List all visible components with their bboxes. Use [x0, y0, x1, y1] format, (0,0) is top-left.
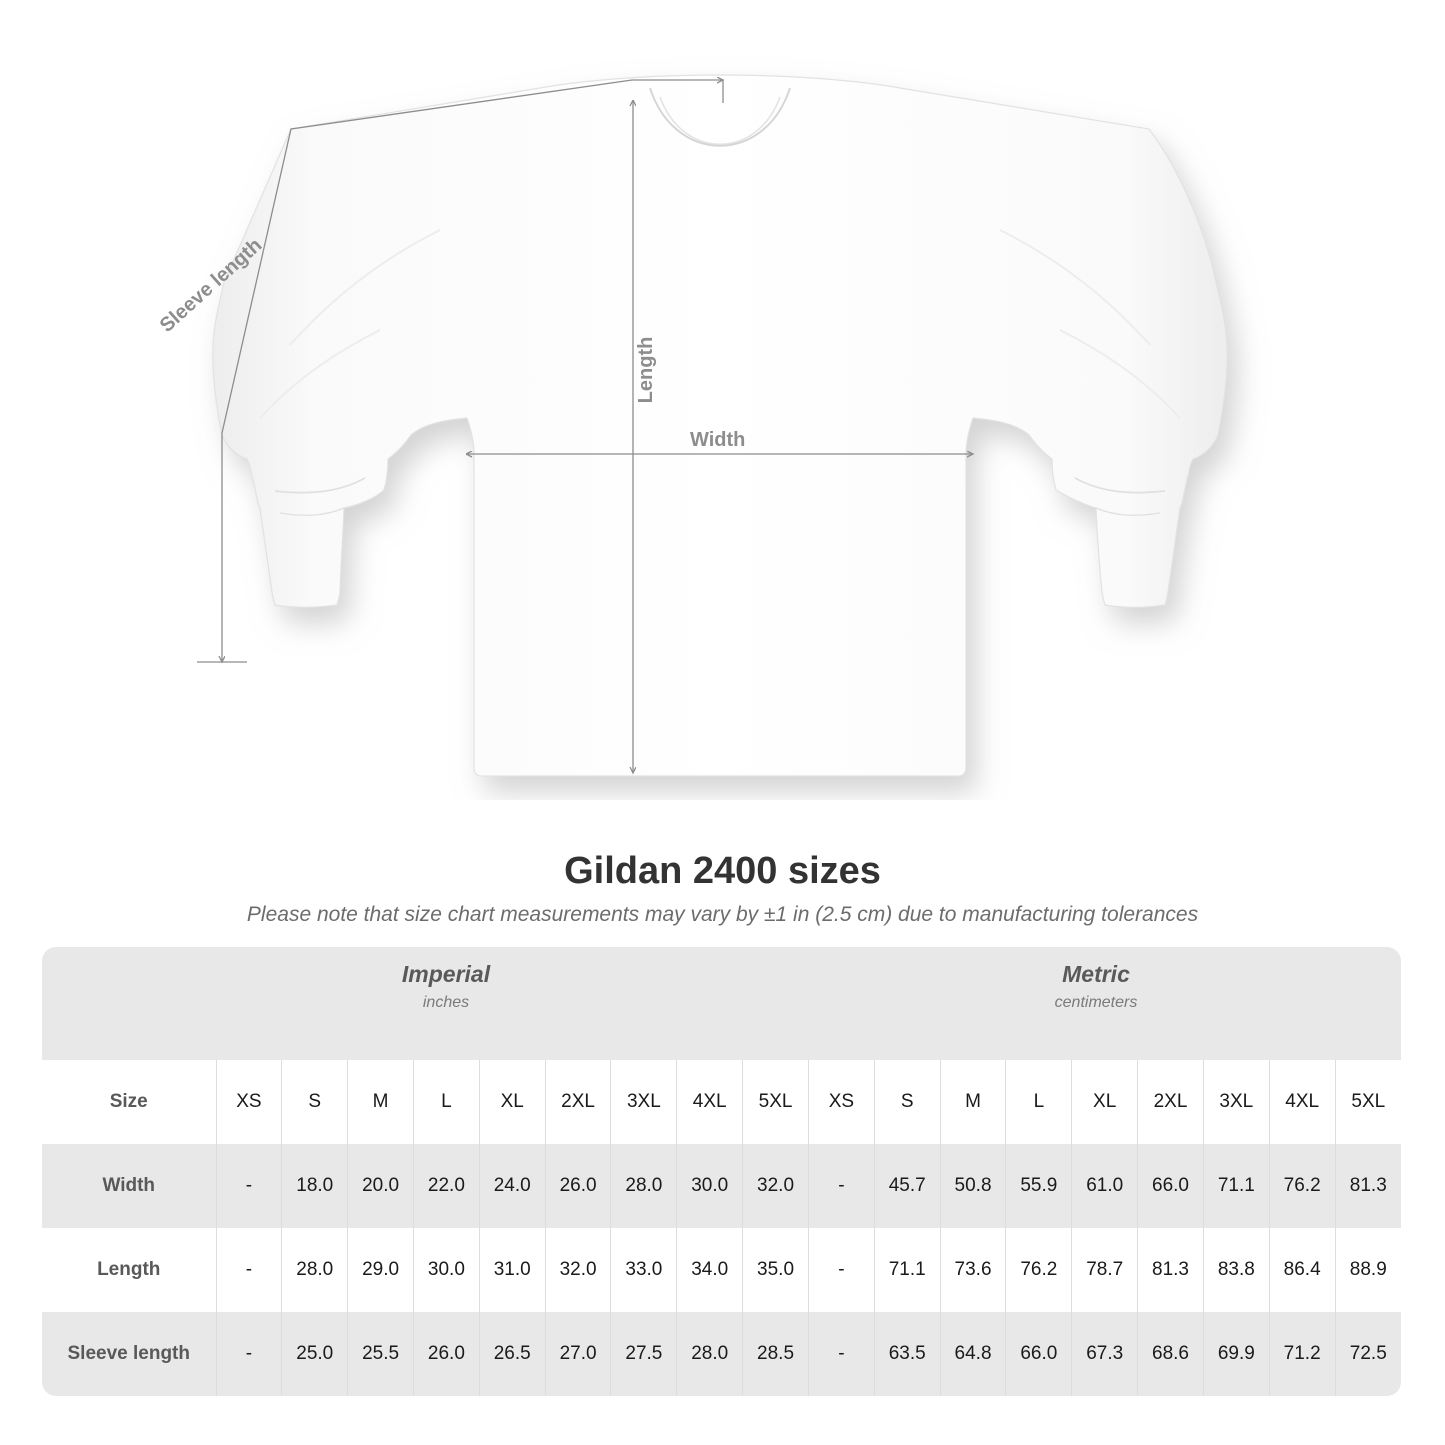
- svg-text:Length: Length: [635, 337, 657, 404]
- svg-text:Width: Width: [690, 429, 745, 451]
